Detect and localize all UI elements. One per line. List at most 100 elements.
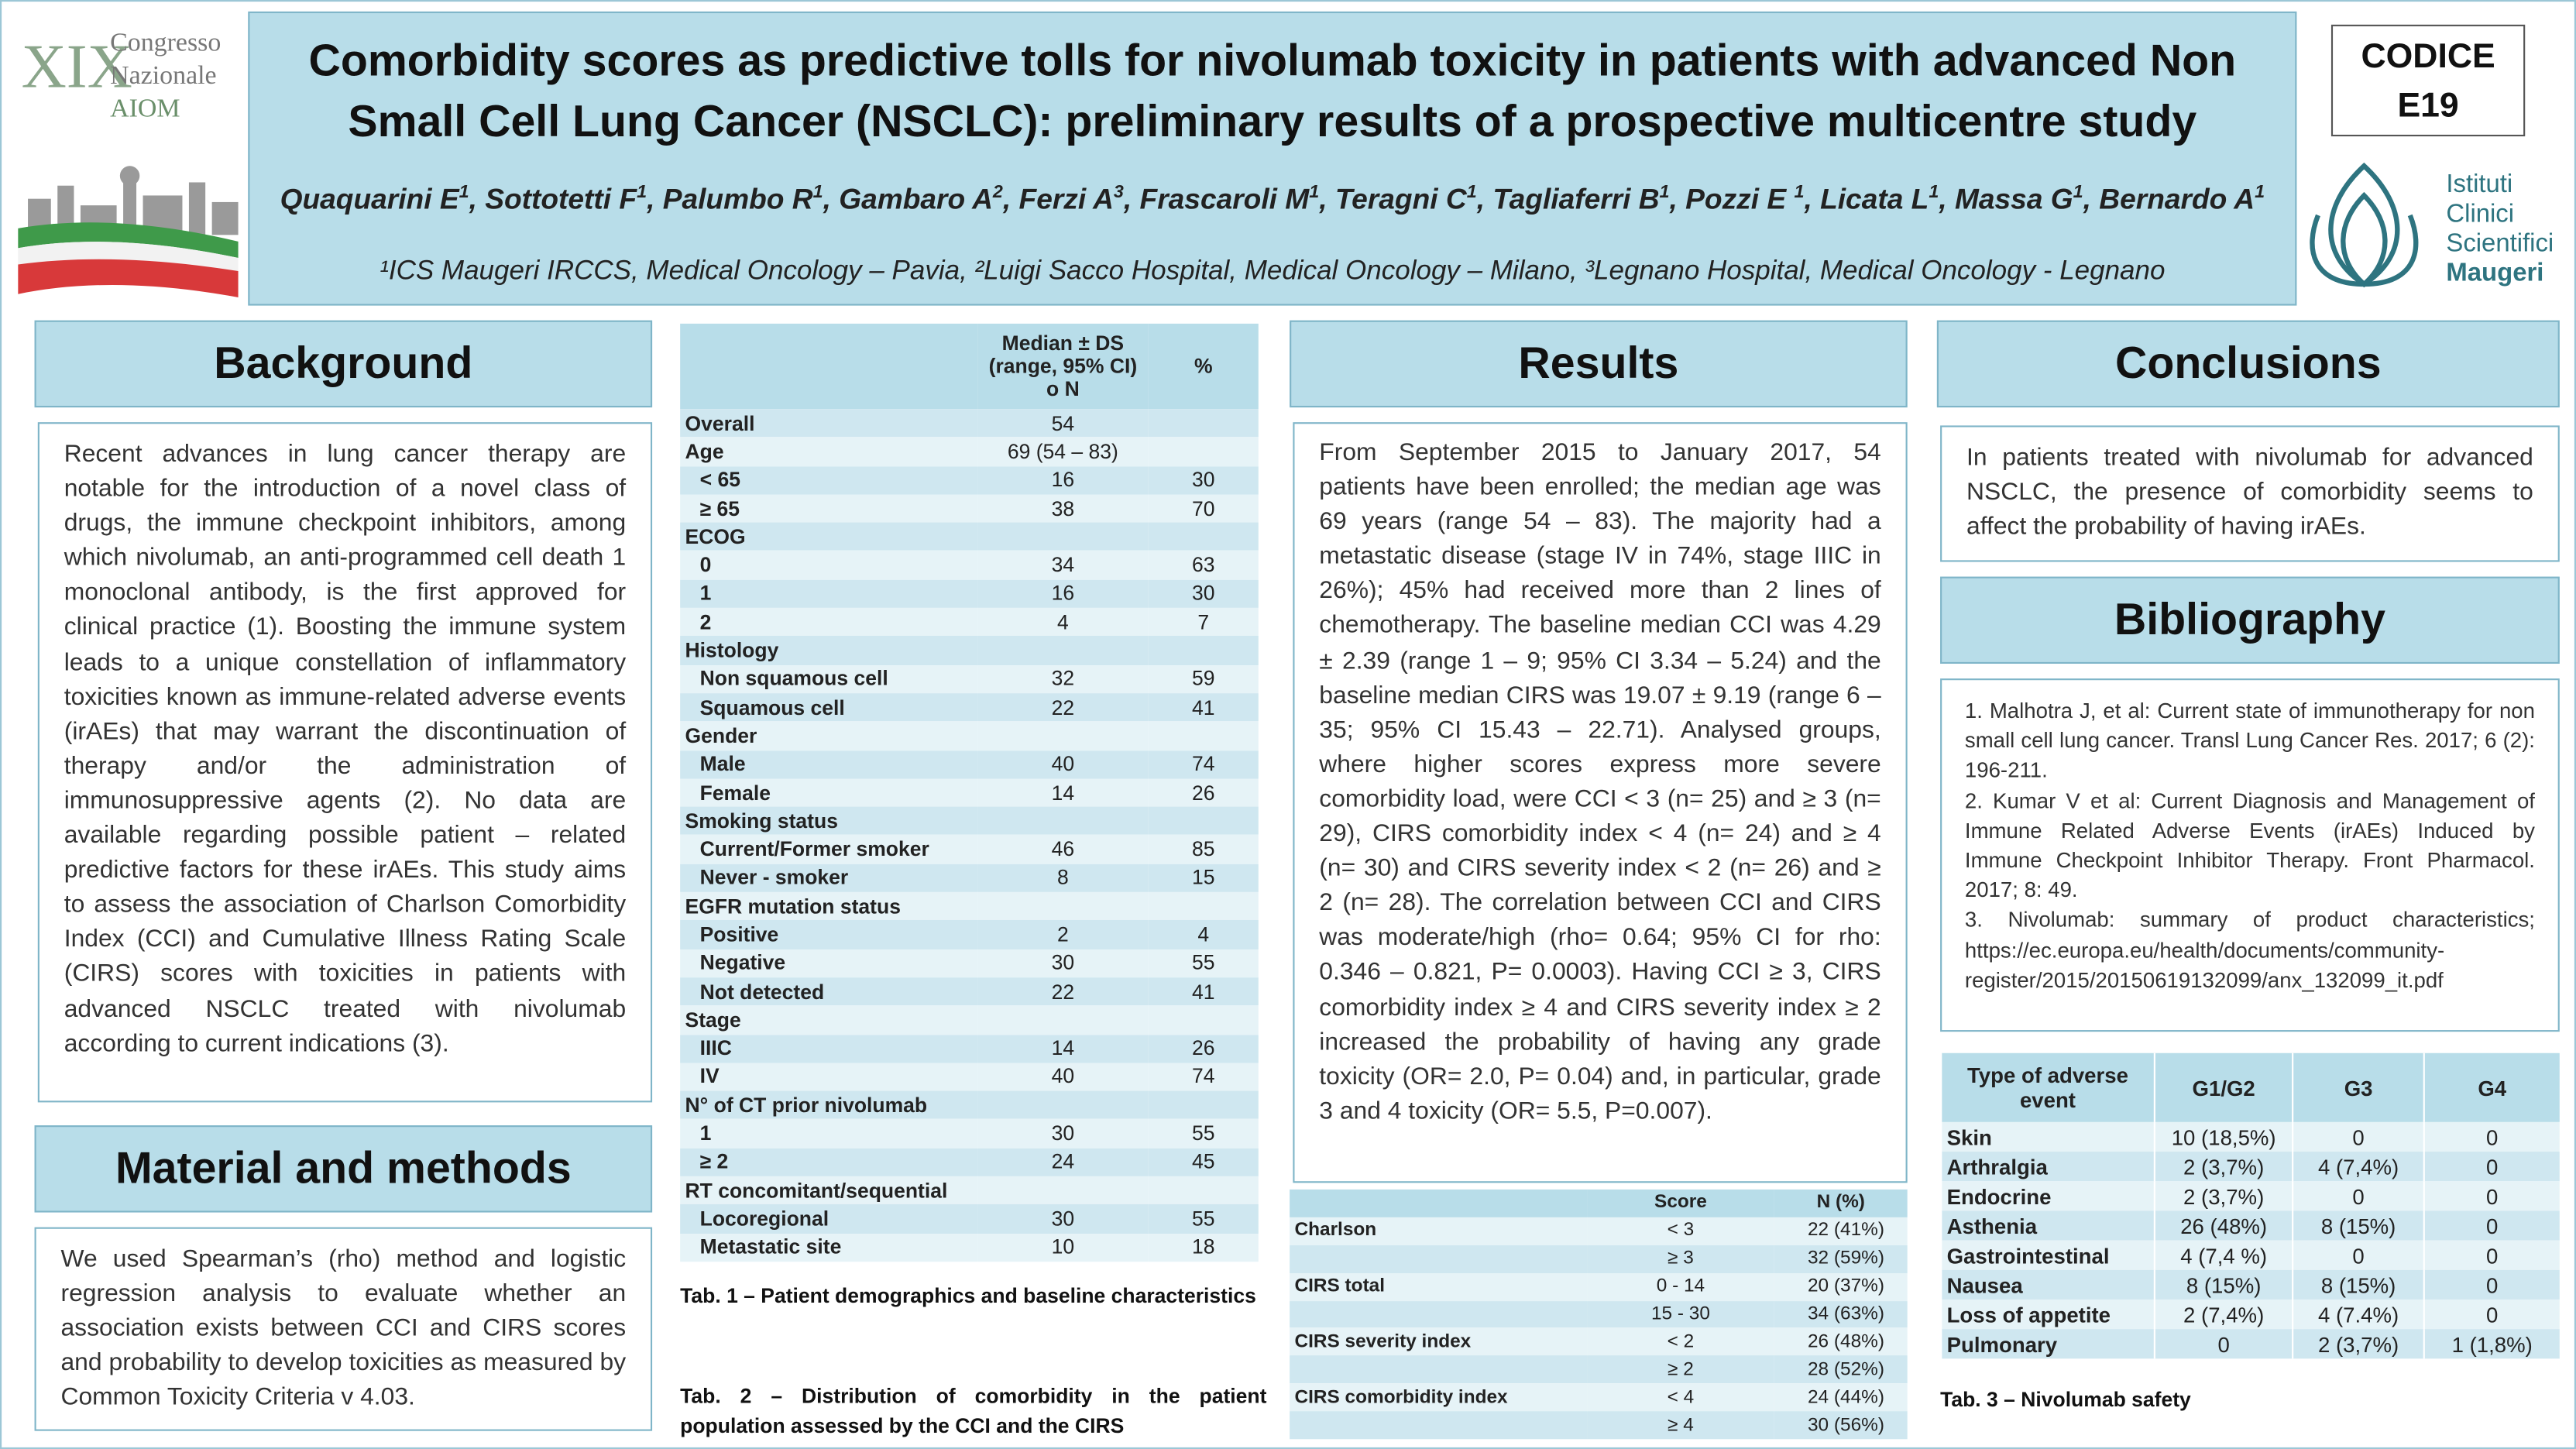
cell: 70 [1148,494,1259,523]
cell: 0 [2423,1299,2560,1330]
cell [977,1090,1149,1120]
cell: 30 [977,1119,1149,1149]
logo-text: XIX [22,32,132,101]
cell: 24 [977,1148,1149,1176]
cell: 34 (63%) [1774,1300,1908,1328]
cell: 30 [977,949,1149,978]
author-affiliation: 3 [1113,182,1124,203]
cell: 40 [977,750,1149,779]
cell: 59 [1148,664,1259,694]
section-title: Conclusions [1936,320,2560,408]
row: Squamous cell 22 41 [680,693,1259,722]
group-row: Histology [680,636,1259,665]
header-cell: Score [1587,1189,1774,1217]
author-affiliation: 1 [2255,182,2265,203]
cell: 30 [1148,465,1259,495]
cell: 2 (3,7%) [2153,1181,2293,1211]
cell: < 2 [1587,1327,1774,1356]
cell: 26 [1148,778,1259,807]
row-label: < 65 [680,465,978,495]
group-label: Histology [680,636,978,665]
cell [1148,806,1259,836]
cell: 20 (37%) [1774,1272,1908,1301]
group-label: ECOG [680,522,978,551]
table: Score N (%) Charlson < 3 22 (41%) ≥ 3 32 (59%)… [1290,1189,1908,1440]
author-name: , Licata L [1804,182,1929,215]
row: Nausea 8 (15%) 8 (15%) 0 [1940,1269,2560,1300]
section-title: Material and methods [34,1125,653,1213]
cell [1290,1245,1588,1273]
cell [977,636,1149,665]
cell: 24 (44%) [1774,1383,1908,1412]
cell [977,806,1149,836]
table-caption: Tab. 3 – Nivolumab safety [1940,1388,2191,1412]
group-row: Overall 54 [680,409,1259,438]
cell [1148,522,1259,551]
author-name: , Bernardo A [2083,182,2255,215]
header-row: Score N (%) [1290,1189,1908,1217]
cell [1148,437,1259,466]
row-label: ≥ 2 [680,1148,978,1176]
row-label: Male [680,750,978,779]
section-title: Background [34,320,653,408]
header: Comorbidity scores as predictive tolls f… [248,11,2297,306]
author-name: , Sottotetti F [469,182,637,215]
cell: < 4 [1587,1383,1774,1412]
cell: 0 [2292,1121,2424,1152]
row: Arthralgia 2 (3,7%) 4 (7,4%) 0 [1940,1152,2560,1182]
cell: 0 [2423,1121,2560,1152]
logo-text: Nazionale [110,61,216,90]
cell: < 3 [1587,1217,1774,1245]
table: Type of adverse event G1/G2 G3 G4 Skin 10 (18… [1940,1052,2560,1359]
flag-green [18,222,239,259]
group-label: EGFR mutation status [680,891,978,921]
table-3: Type of adverse event G1/G2 G3 G4 Skin 10 (18… [1940,1052,2560,1359]
row-label: Squamous cell [680,693,978,722]
title-line: Comorbidity scores as predictive tolls f… [308,36,2237,86]
row-label: Locoregional [680,1204,978,1234]
author-affiliation: 1 [1794,182,1805,203]
row-label: Loss of appetite [1940,1299,2155,1330]
row: Skin 10 (18,5%) 0 0 [1940,1121,2560,1152]
table-caption: Tab. 2 – Distribution of comorbidity in … [680,1385,1267,1438]
row: 0 34 63 [680,551,1259,580]
cell: 14 [977,1034,1149,1063]
row-label: Arthralgia [1940,1152,2155,1182]
cell: 85 [1148,835,1259,864]
cell: 54 [977,409,1149,438]
cell [1290,1411,1588,1440]
row: Gastrointestinal 4 (7,4 %) 0 0 [1940,1240,2560,1270]
cell: 74 [1148,750,1259,779]
cell: 34 [977,551,1149,580]
cell: 18 [1148,1233,1259,1262]
row-label: 2 [680,608,978,637]
cell: 55 [1148,1119,1259,1149]
aiom-logo: XIX Congresso Nazionale AIOM [18,29,239,297]
group-label: CIRS severity index [1290,1327,1588,1356]
author-affiliation: 1 [2073,182,2083,203]
row-label: IV [680,1063,978,1091]
row: Loss of appetite 2 (7,4%) 4 (7.4%) 0 [1940,1299,2560,1330]
cell: 8 (15%) [2292,1269,2424,1300]
header-cell: G4 [2423,1052,2560,1122]
cell: 63 [1148,551,1259,580]
table: Median ± DS (range, 95% CI) o N% Overall 5… [680,323,1259,1262]
author-affiliation: 1 [1466,182,1477,203]
row-label: Endocrine [1940,1181,2155,1211]
cell: 41 [1148,693,1259,722]
cell: 15 - 30 [1587,1300,1774,1328]
lotus [2310,162,2419,288]
cell: 74 [1148,1063,1259,1091]
cell [977,522,1149,551]
row: CIRS comorbidity index < 4 24 (44%) [1290,1383,1908,1412]
cell: 22 [977,977,1149,1006]
cell: 4 [1148,920,1259,949]
flag-red [18,259,239,297]
row: Not detected 22 41 [680,977,1259,1006]
author-affiliation: 1 [1659,182,1670,203]
group-label: Gender [680,721,978,750]
cell: 0 - 14 [1587,1272,1774,1301]
cell: 40 [977,1063,1149,1091]
cell: 38 [977,494,1149,523]
author-name: , Tagliaferri B [1476,182,1660,215]
